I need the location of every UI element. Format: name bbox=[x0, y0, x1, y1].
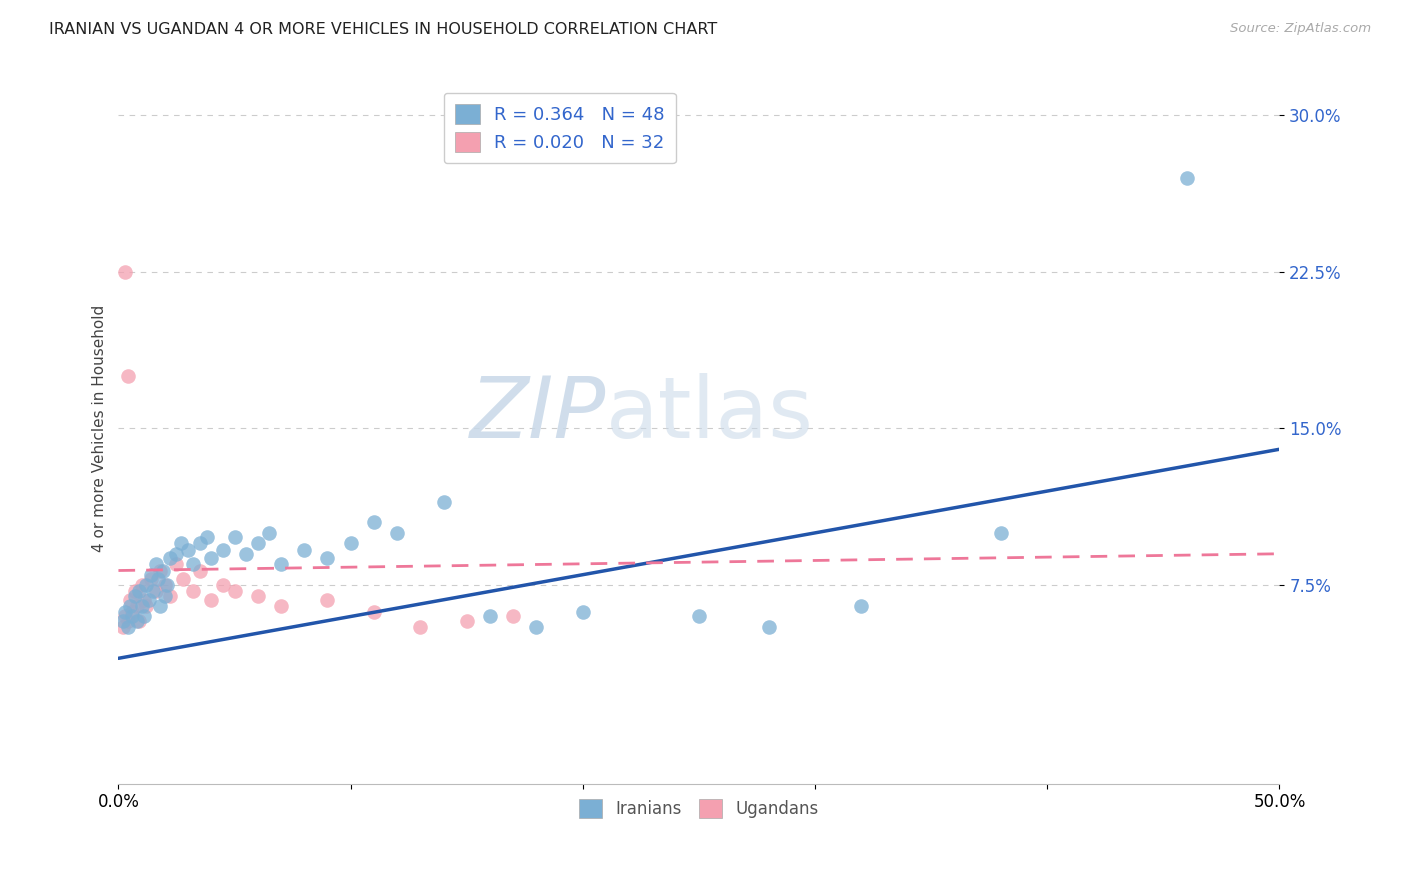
Point bbox=[128, 584, 150, 599]
Point bbox=[166, 558, 188, 572]
Point bbox=[1175, 170, 1198, 185]
Point bbox=[688, 609, 710, 624]
Point bbox=[339, 536, 361, 550]
Point bbox=[363, 516, 385, 530]
Point bbox=[159, 589, 181, 603]
Point bbox=[224, 530, 246, 544]
Point bbox=[172, 572, 194, 586]
Point bbox=[114, 605, 136, 619]
Point bbox=[259, 525, 281, 540]
Point bbox=[138, 592, 160, 607]
Point bbox=[117, 614, 139, 628]
Point bbox=[432, 494, 454, 508]
Point bbox=[131, 578, 153, 592]
Text: IRANIAN VS UGANDAN 4 OR MORE VEHICLES IN HOUSEHOLD CORRELATION CHART: IRANIAN VS UGANDAN 4 OR MORE VEHICLES IN… bbox=[49, 22, 717, 37]
Point bbox=[124, 584, 146, 599]
Point bbox=[270, 599, 292, 613]
Point bbox=[114, 609, 136, 624]
Y-axis label: 4 or more Vehicles in Household: 4 or more Vehicles in Household bbox=[93, 305, 107, 552]
Point bbox=[121, 605, 143, 619]
Point bbox=[166, 547, 188, 561]
Point bbox=[117, 369, 139, 384]
Point bbox=[181, 558, 204, 572]
Legend: Iranians, Ugandans: Iranians, Ugandans bbox=[572, 793, 825, 825]
Point bbox=[292, 542, 315, 557]
Point bbox=[153, 589, 176, 603]
Point bbox=[146, 572, 169, 586]
Point bbox=[177, 542, 200, 557]
Point bbox=[132, 592, 155, 607]
Point bbox=[124, 589, 146, 603]
Point bbox=[132, 609, 155, 624]
Point bbox=[135, 599, 157, 613]
Point bbox=[212, 578, 235, 592]
Point bbox=[246, 589, 269, 603]
Point bbox=[316, 551, 339, 566]
Point bbox=[409, 620, 432, 634]
Point bbox=[131, 599, 153, 613]
Point bbox=[135, 578, 157, 592]
Text: ZIP: ZIP bbox=[470, 373, 606, 456]
Point bbox=[142, 584, 165, 599]
Point bbox=[181, 584, 204, 599]
Text: Source: ZipAtlas.com: Source: ZipAtlas.com bbox=[1230, 22, 1371, 36]
Point bbox=[851, 599, 873, 613]
Point bbox=[152, 564, 174, 578]
Point bbox=[139, 572, 162, 586]
Point bbox=[212, 542, 235, 557]
Point bbox=[125, 599, 148, 613]
Point bbox=[200, 592, 222, 607]
Point bbox=[125, 614, 148, 628]
Point bbox=[502, 609, 524, 624]
Point bbox=[456, 614, 478, 628]
Point bbox=[153, 578, 176, 592]
Point bbox=[128, 614, 150, 628]
Point bbox=[145, 584, 167, 599]
Point bbox=[526, 620, 548, 634]
Point bbox=[478, 609, 501, 624]
Point bbox=[145, 558, 167, 572]
Point bbox=[156, 578, 179, 592]
Point bbox=[149, 564, 172, 578]
Point bbox=[121, 609, 143, 624]
Point bbox=[118, 599, 141, 613]
Point bbox=[758, 620, 780, 634]
Point bbox=[118, 592, 141, 607]
Point bbox=[112, 614, 135, 628]
Point bbox=[139, 567, 162, 582]
Point bbox=[195, 530, 218, 544]
Point bbox=[159, 551, 181, 566]
Point bbox=[270, 558, 292, 572]
Point bbox=[316, 592, 339, 607]
Point bbox=[114, 264, 136, 278]
Point bbox=[149, 599, 172, 613]
Point bbox=[188, 564, 211, 578]
Point bbox=[385, 525, 408, 540]
Point bbox=[170, 536, 193, 550]
Point bbox=[572, 605, 595, 619]
Point bbox=[112, 620, 135, 634]
Point bbox=[117, 620, 139, 634]
Point bbox=[235, 547, 257, 561]
Point bbox=[246, 536, 269, 550]
Point bbox=[200, 551, 222, 566]
Text: atlas: atlas bbox=[606, 373, 814, 456]
Point bbox=[224, 584, 246, 599]
Point bbox=[363, 605, 385, 619]
Point bbox=[990, 525, 1012, 540]
Point bbox=[188, 536, 211, 550]
